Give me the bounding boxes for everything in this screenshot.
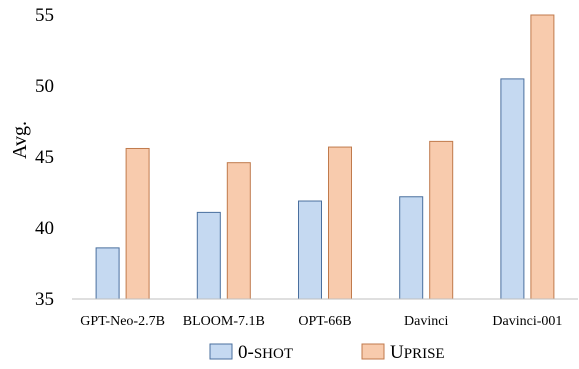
x-tick-label: Davinci: [404, 314, 448, 329]
y-tick-label: 50: [35, 76, 54, 97]
legend-swatch: [209, 343, 233, 360]
legend: 0-SHOT UPRISE: [209, 342, 445, 363]
bars: [95, 14, 555, 300]
x-tick-label: BLOOM-7.1B: [183, 314, 265, 329]
x-tick-label: OPT-66B: [298, 314, 351, 329]
bar-uprise: [530, 14, 555, 300]
legend-label: UPRISE: [390, 342, 445, 363]
bar-zero-shot: [298, 200, 322, 300]
bar-zero-shot: [399, 196, 424, 300]
y-tick-label: 35: [35, 289, 54, 310]
legend-label: 0-SHOT: [238, 342, 293, 363]
y-axis: 35 40 45 50 55: [35, 5, 54, 310]
bar-uprise: [226, 162, 251, 300]
y-tick-label: 45: [35, 147, 54, 168]
y-tick-label: 55: [35, 5, 54, 26]
x-tick-label: Davinci-001: [492, 314, 562, 329]
x-tick-label: GPT-Neo-2.7B: [80, 314, 165, 329]
bar-zero-shot: [500, 78, 525, 300]
bar-zero-shot: [196, 211, 221, 300]
legend-swatch: [361, 343, 385, 360]
bar-zero-shot: [95, 247, 120, 300]
bar-uprise: [429, 140, 454, 300]
bar-uprise: [328, 146, 352, 300]
x-axis: GPT-Neo-2.7B BLOOM-7.1B OPT-66B Davinci Davi…: [72, 298, 578, 329]
bar-uprise: [125, 147, 150, 300]
y-axis-label: Avg.: [9, 121, 31, 159]
y-tick-label: 40: [35, 218, 54, 239]
